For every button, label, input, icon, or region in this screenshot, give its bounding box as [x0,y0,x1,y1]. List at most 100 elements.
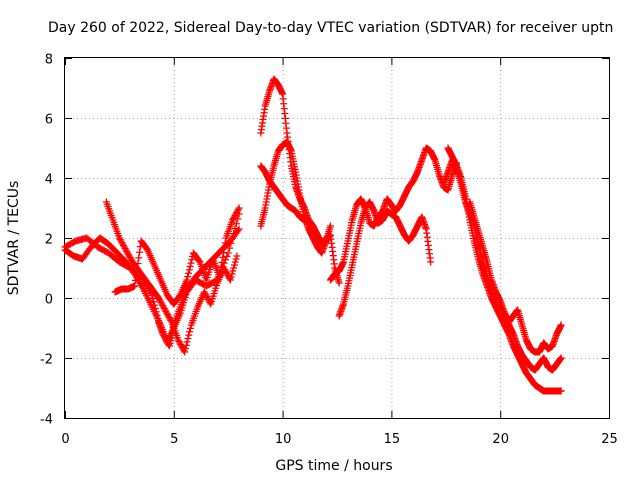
data-point-track-2 [230,230,238,237]
plot-frame [64,57,610,419]
data-point-track-3 [159,302,167,309]
data-point-track-3 [167,317,175,324]
data-point-track-4 [136,248,144,256]
data-point-track-3 [174,336,182,344]
data-point-track-4 [132,271,140,279]
y-tick-label: 4 [45,173,53,188]
data-point-track-3 [224,272,232,279]
data-point-track-3 [156,297,164,305]
x-tick-label: 0 [61,432,69,447]
data-point-track-3 [230,264,238,272]
data-point-track-3 [164,312,172,320]
data-point-track-3 [226,275,234,282]
data-point-track-3 [177,341,185,348]
data-point-track-3 [200,288,208,296]
data-point-track-3 [185,331,193,339]
data-point-track-3 [203,293,211,300]
data-point-track-3 [175,338,183,345]
data-point-track-3 [124,249,132,257]
data-point-track-12 [557,321,565,329]
data-point-track-4 [215,273,223,281]
data-point-track-3 [186,324,194,332]
data-point-track-4 [143,245,151,253]
data-point-track-4 [235,204,243,212]
x-tick-label: 5 [170,432,178,447]
data-point-track-3 [120,243,128,251]
data-point-track-3 [183,338,191,346]
data-point-track-4 [218,258,226,266]
data-point-track-4 [135,254,143,262]
data-point-track-10 [557,387,565,395]
data-point-track-6 [326,222,334,230]
data-point-track-3 [125,252,133,260]
data-point-track-3 [155,296,163,303]
data-point-track-3 [122,246,130,254]
x-axis-label: GPS time / hours [275,458,392,474]
data-point-track-3 [158,300,166,308]
data-point-track-4 [219,254,227,261]
data-point-track-3 [121,245,129,252]
data-point-track-4 [133,265,141,273]
data-point-track-2 [228,234,236,242]
data-point-track-3 [123,248,131,255]
data-point-track-3 [184,335,192,342]
data-point-track-3 [176,339,184,347]
data-point-track-3 [201,290,209,297]
x-tick-label: 10 [275,432,292,447]
data-point-track-4 [217,263,225,271]
data-point-track-3 [163,309,171,317]
data-point-track-4 [229,216,237,224]
data-point-track-3 [177,342,185,350]
data-point-track-4 [233,209,241,216]
data-point-track-3 [231,258,239,266]
data-point-track-3 [228,270,236,278]
data-point-track-4 [176,292,184,300]
data-point-track-4 [134,260,142,267]
data-point-track-3 [233,252,241,260]
data-point-track-3 [160,305,168,312]
data-point-track-4 [233,207,241,215]
data-point-track-4 [184,273,192,281]
data-point-track-3 [126,254,134,261]
data-point-track-3 [166,315,174,323]
data-point-track-7 [322,234,330,242]
data-point-track-4 [186,263,194,270]
y-tick-label: 0 [45,293,53,308]
data-point-track-3 [162,308,170,315]
data-point-track-2 [232,220,240,228]
data-point-track-4 [216,268,224,276]
y-tick-label: -4 [40,413,53,428]
data-point-track-2 [223,252,231,260]
data-point-track-4 [220,249,228,257]
data-point-track-4 [188,256,196,264]
data-point-track-4 [234,206,242,213]
x-tick-label: 20 [492,432,509,447]
data-point-track-3 [222,269,230,276]
data-point-track-3 [230,261,238,269]
data-point-track-3 [229,267,237,275]
data-point-track-3 [116,236,124,243]
axis-ticks: 0 5 10 15 20 25 -4 -2 0 2 4 6 8 [40,53,618,448]
data-point-track-3 [165,314,173,321]
data-point-track-4 [231,212,239,219]
data-point-track-4 [230,213,238,221]
data-point-track-3 [181,345,189,353]
data-point-track-3 [204,294,212,302]
data-point-track-5 [335,279,343,287]
data-point-track-3 [161,306,169,314]
data-point-track-4 [195,257,203,265]
data-point-track-3 [182,341,190,349]
data-point-track-3 [221,267,229,275]
data-point-track-4 [220,244,228,252]
data-point-track-3 [232,255,240,263]
data-point-track-4 [183,276,191,284]
data-point-track-4 [185,266,193,274]
data-point-track-3 [157,299,165,306]
data-point-track-3 [155,294,163,302]
y-tick-label: 2 [45,233,53,248]
data-point-track-3 [221,266,229,273]
data-point-track-3 [119,240,127,248]
data-point-track-3 [117,237,125,245]
data-point-track-11 [557,354,565,362]
